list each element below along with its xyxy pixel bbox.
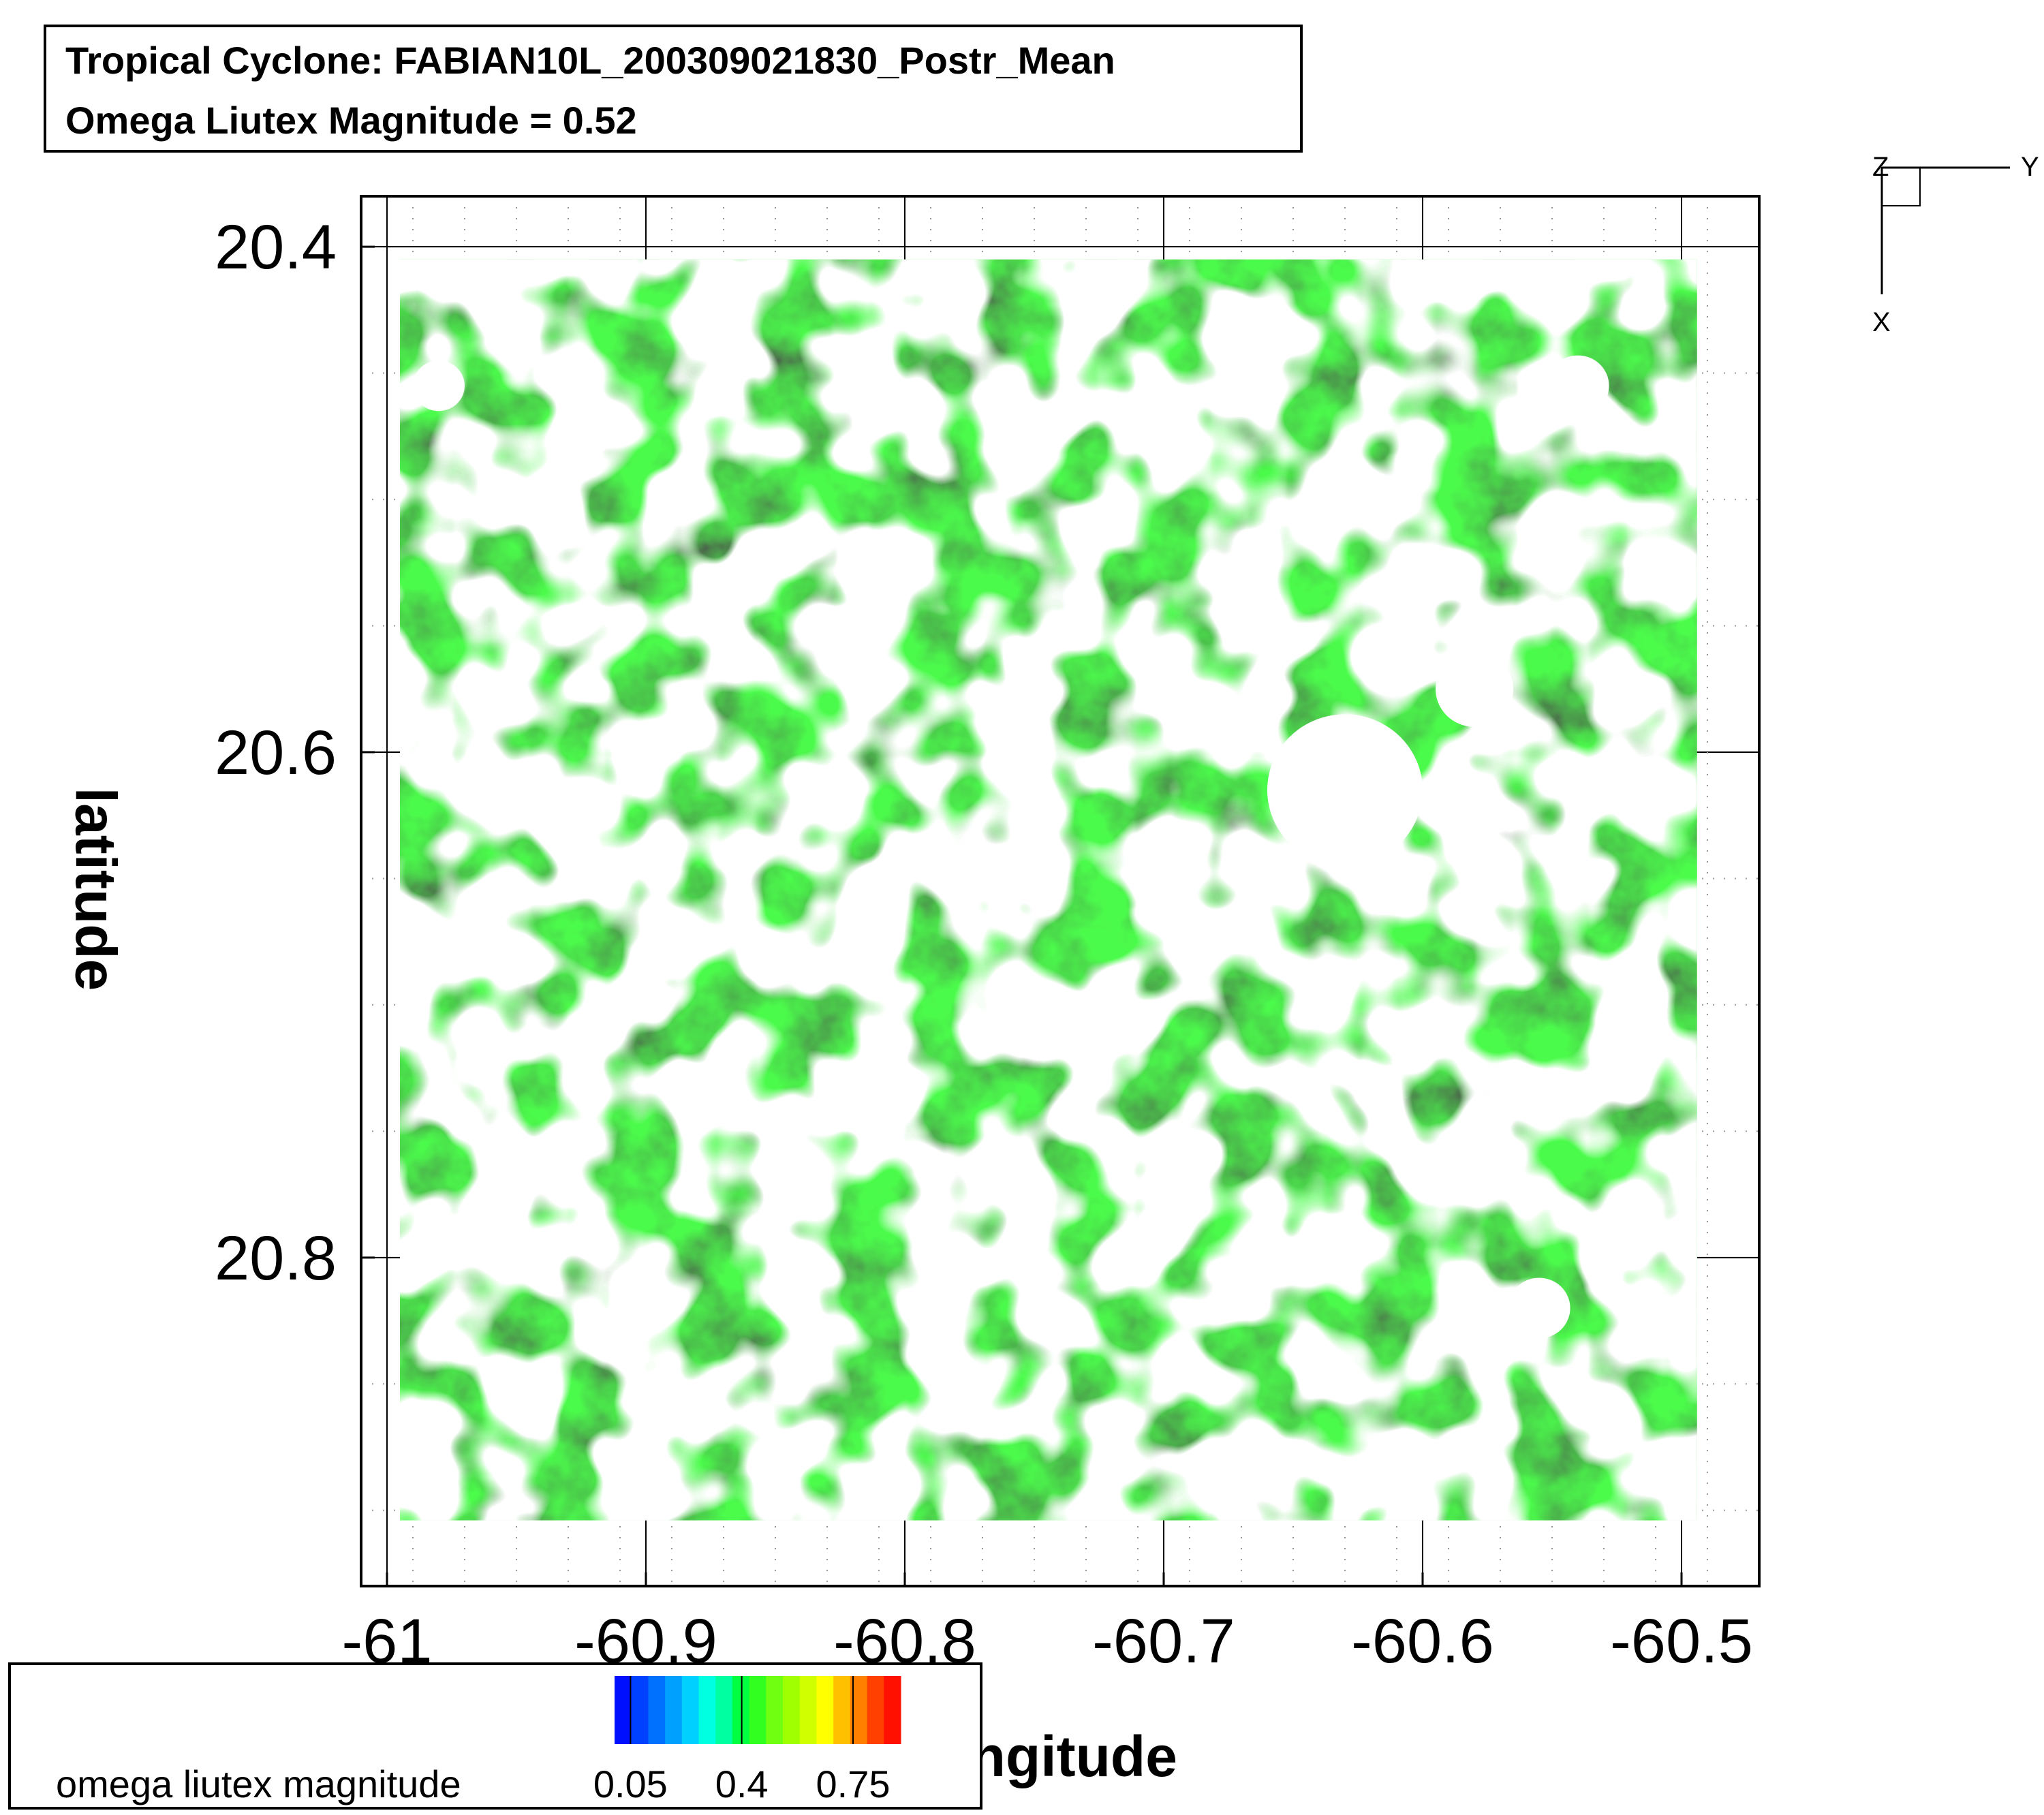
legend-color-swatch (681, 1676, 700, 1744)
iso-surface-hole (1508, 1277, 1570, 1339)
iso-surface-hole (1436, 651, 1513, 727)
color-legend: omega liutex magnitude 0.05 0.4 0.75 (8, 1662, 982, 1810)
legend-color-swatch (648, 1676, 666, 1744)
y-tick-label: 20.4 (215, 213, 337, 282)
iso-surface-hole (1267, 714, 1423, 866)
orientation-z-box (1881, 167, 1921, 206)
y-axis-label: latitude (63, 787, 128, 991)
legend-caption: omega liutex magnitude (56, 1763, 461, 1805)
legend-color-swatch (749, 1676, 766, 1744)
orientation-axes: Z Y X (1872, 152, 2039, 337)
legend-tick-label: 0.05 (593, 1763, 668, 1805)
legend-color-swatch (766, 1676, 784, 1744)
legend-color-swatch (816, 1676, 834, 1744)
iso-surface-hole (1547, 355, 1609, 416)
legend-color-swatch (732, 1676, 750, 1744)
orientation-z-label: Z (1872, 152, 1889, 182)
legend-color-swatch (698, 1676, 716, 1744)
x-tick-label: -60.7 (1092, 1607, 1235, 1676)
chart-title: Tropical Cyclone: FABIAN10L_200309021830… (65, 39, 1115, 82)
legend-tick-label: 0.4 (715, 1763, 769, 1805)
legend-color-swatch (799, 1676, 817, 1744)
title-box: Tropical Cyclone: FABIAN10L_200309021830… (44, 25, 1303, 153)
chart-subtitle: Omega Liutex Magnitude = 0.52 (65, 99, 637, 142)
y-tick-label: 20.6 (215, 718, 337, 788)
iso-surface (400, 259, 1697, 1521)
legend-colorbar (615, 1676, 901, 1744)
legend-color-swatch (783, 1676, 801, 1744)
legend-color-swatch (715, 1676, 733, 1744)
legend-color-swatch (884, 1676, 901, 1744)
plot-frame (360, 195, 1761, 1587)
legend-color-swatch (833, 1676, 851, 1744)
x-tick-label: -60.6 (1351, 1607, 1494, 1676)
iso-surface-gaps (400, 259, 1697, 1521)
legend-color-swatch (615, 1676, 632, 1744)
legend-color-swatch (665, 1676, 683, 1744)
iso-surface-hole (413, 360, 465, 412)
y-tick-label: 20.8 (215, 1224, 337, 1293)
legend-color-swatch (631, 1676, 649, 1744)
orientation-y-label: Y (2021, 152, 2039, 182)
legend-tick-label: 0.75 (816, 1763, 891, 1805)
x-tick-label: -60.5 (1610, 1607, 1753, 1676)
orientation-x-label: X (1872, 307, 1891, 337)
legend-color-swatch (867, 1676, 884, 1744)
